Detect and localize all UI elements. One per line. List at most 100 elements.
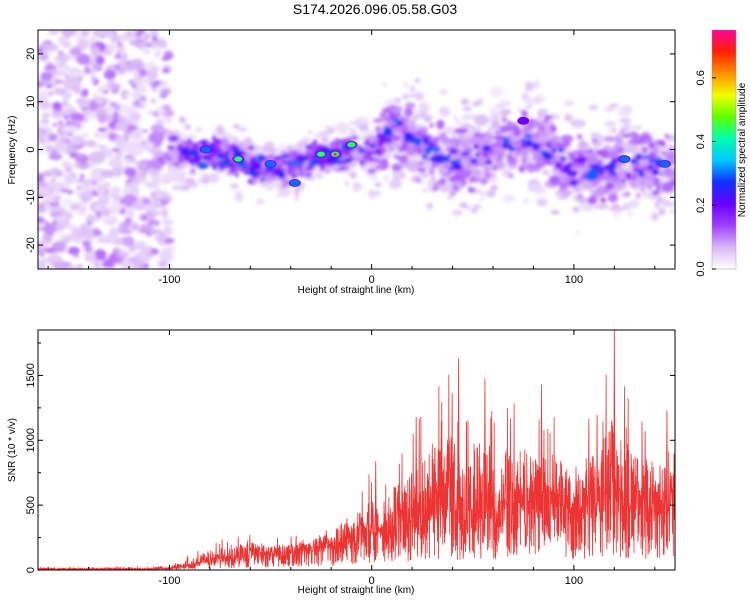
heatmap-cell: [587, 148, 594, 154]
heatmap-cell: [297, 154, 305, 163]
heatmap-cell: [91, 92, 99, 97]
heatmap-cell: [359, 161, 365, 166]
heatmap-cell: [591, 138, 598, 144]
heatmap-cell: [123, 92, 133, 99]
heatmap-cell: [422, 136, 430, 145]
heatmap-cell: [549, 175, 561, 186]
heatmap-cell: [64, 211, 73, 221]
heatmap-cell: [231, 152, 236, 156]
heatmap-cell: [426, 202, 434, 210]
heatmap-cell: [638, 172, 646, 177]
heatmap-cell: [123, 185, 131, 195]
heatmap-cell: [400, 169, 405, 173]
heatmap-cell: [419, 127, 428, 134]
heatmap-cell: [554, 161, 563, 170]
chart-title: S174.2026.096.05.58.G03: [293, 1, 457, 17]
heatmap-cell: [624, 142, 637, 151]
heatmap-cell: [55, 188, 62, 194]
heatmap-cell: [617, 162, 623, 167]
heatmap-cell: [249, 158, 257, 166]
heatmap-cell: [460, 98, 470, 105]
heatmap-cell: [179, 116, 186, 124]
heatmap-cell: [634, 159, 639, 164]
heatmap-cell: [623, 164, 631, 169]
heatmap-cell: [345, 136, 353, 142]
heatmap-cell: [92, 264, 102, 269]
heatmap-cell: [147, 143, 153, 149]
heatmap-cell: [67, 246, 80, 255]
heatmap-cell: [413, 114, 420, 121]
heatmap-cell: [162, 104, 171, 111]
heatmap-cell: [209, 173, 220, 180]
heatmap-cell: [590, 163, 601, 170]
heatmap-cell: [467, 126, 475, 136]
heatmap-cell: [513, 151, 522, 157]
heatmap-cell: [376, 190, 381, 196]
heatmap-cell: [333, 159, 342, 165]
heatmap-cell: [367, 168, 377, 174]
heatmap-cell: [148, 67, 157, 77]
heatmap-cell: [648, 158, 653, 164]
heatmap-cell: [42, 170, 53, 178]
heatmap-cell: [156, 200, 162, 205]
heatmap-cell: [319, 130, 334, 136]
heatmap-cell: [382, 130, 394, 137]
heatmap-cell: [635, 153, 643, 161]
heatmap-cell: [391, 148, 400, 157]
heatmap-cell: [230, 183, 239, 189]
heatmap-cell: [389, 147, 395, 151]
heatmap-cell: [413, 92, 425, 101]
heatmap-cell: [110, 200, 122, 212]
heatmap-cell: [508, 172, 514, 179]
heatmap-cell: [408, 161, 420, 172]
heatmap-cell: [507, 120, 512, 126]
heatmap-cell: [605, 129, 611, 134]
heatmap-cell: [672, 179, 675, 184]
heatmap-cell: [223, 153, 230, 158]
heatmap-cell: [52, 101, 62, 111]
heatmap-cell: [610, 170, 616, 176]
heatmap-cell: [61, 198, 73, 207]
heatmap-cell: [76, 54, 91, 65]
heatmap-cell: [124, 154, 133, 159]
heatmap-cell: [54, 182, 63, 187]
heatmap-cell: [125, 159, 131, 166]
heatmap-cell: [521, 150, 529, 157]
heatmap-cell: [223, 140, 230, 145]
heatmap-cell: [436, 119, 445, 130]
heatmap-cell: [398, 147, 403, 153]
heatmap-x-label: Height of straight line (km): [298, 285, 415, 296]
heatmap-cell: [202, 172, 208, 177]
heatmap-cell: [577, 124, 583, 130]
heatmap-cell: [636, 169, 644, 173]
heatmap-cells: [38, 30, 675, 269]
heatmap-cell: [144, 32, 150, 40]
heatmap-cell: [630, 199, 640, 208]
heatmap-cell: [381, 158, 388, 163]
heatmap-cell: [109, 78, 117, 83]
heatmap-cell: [234, 190, 243, 203]
heatmap-cell: [171, 153, 180, 164]
heatmap-cell: [598, 166, 606, 171]
heatmap-cell: [55, 60, 61, 64]
heatmap-cell: [141, 163, 147, 169]
heatmap-cell: [293, 188, 300, 197]
heatmap-cell: [61, 238, 70, 243]
heatmap-cell: [99, 30, 111, 38]
heatmap-cell: [287, 160, 301, 166]
heatmap-cell: [541, 170, 551, 175]
heatmap-cell: [374, 181, 382, 188]
heatmap-cell: [479, 177, 489, 185]
heatmap-cell: [666, 145, 675, 152]
heatmap-cell: [61, 108, 73, 116]
heatmap-cell: [375, 164, 383, 171]
heatmap-cell: [52, 113, 62, 119]
heatmap-cell: [82, 131, 89, 139]
heatmap-cell: [572, 206, 580, 213]
heatmap-cell: [59, 169, 70, 178]
heatmap-cell: [578, 156, 588, 163]
heatmap-cell: [669, 208, 675, 215]
x-tick-label: 100: [565, 575, 583, 587]
